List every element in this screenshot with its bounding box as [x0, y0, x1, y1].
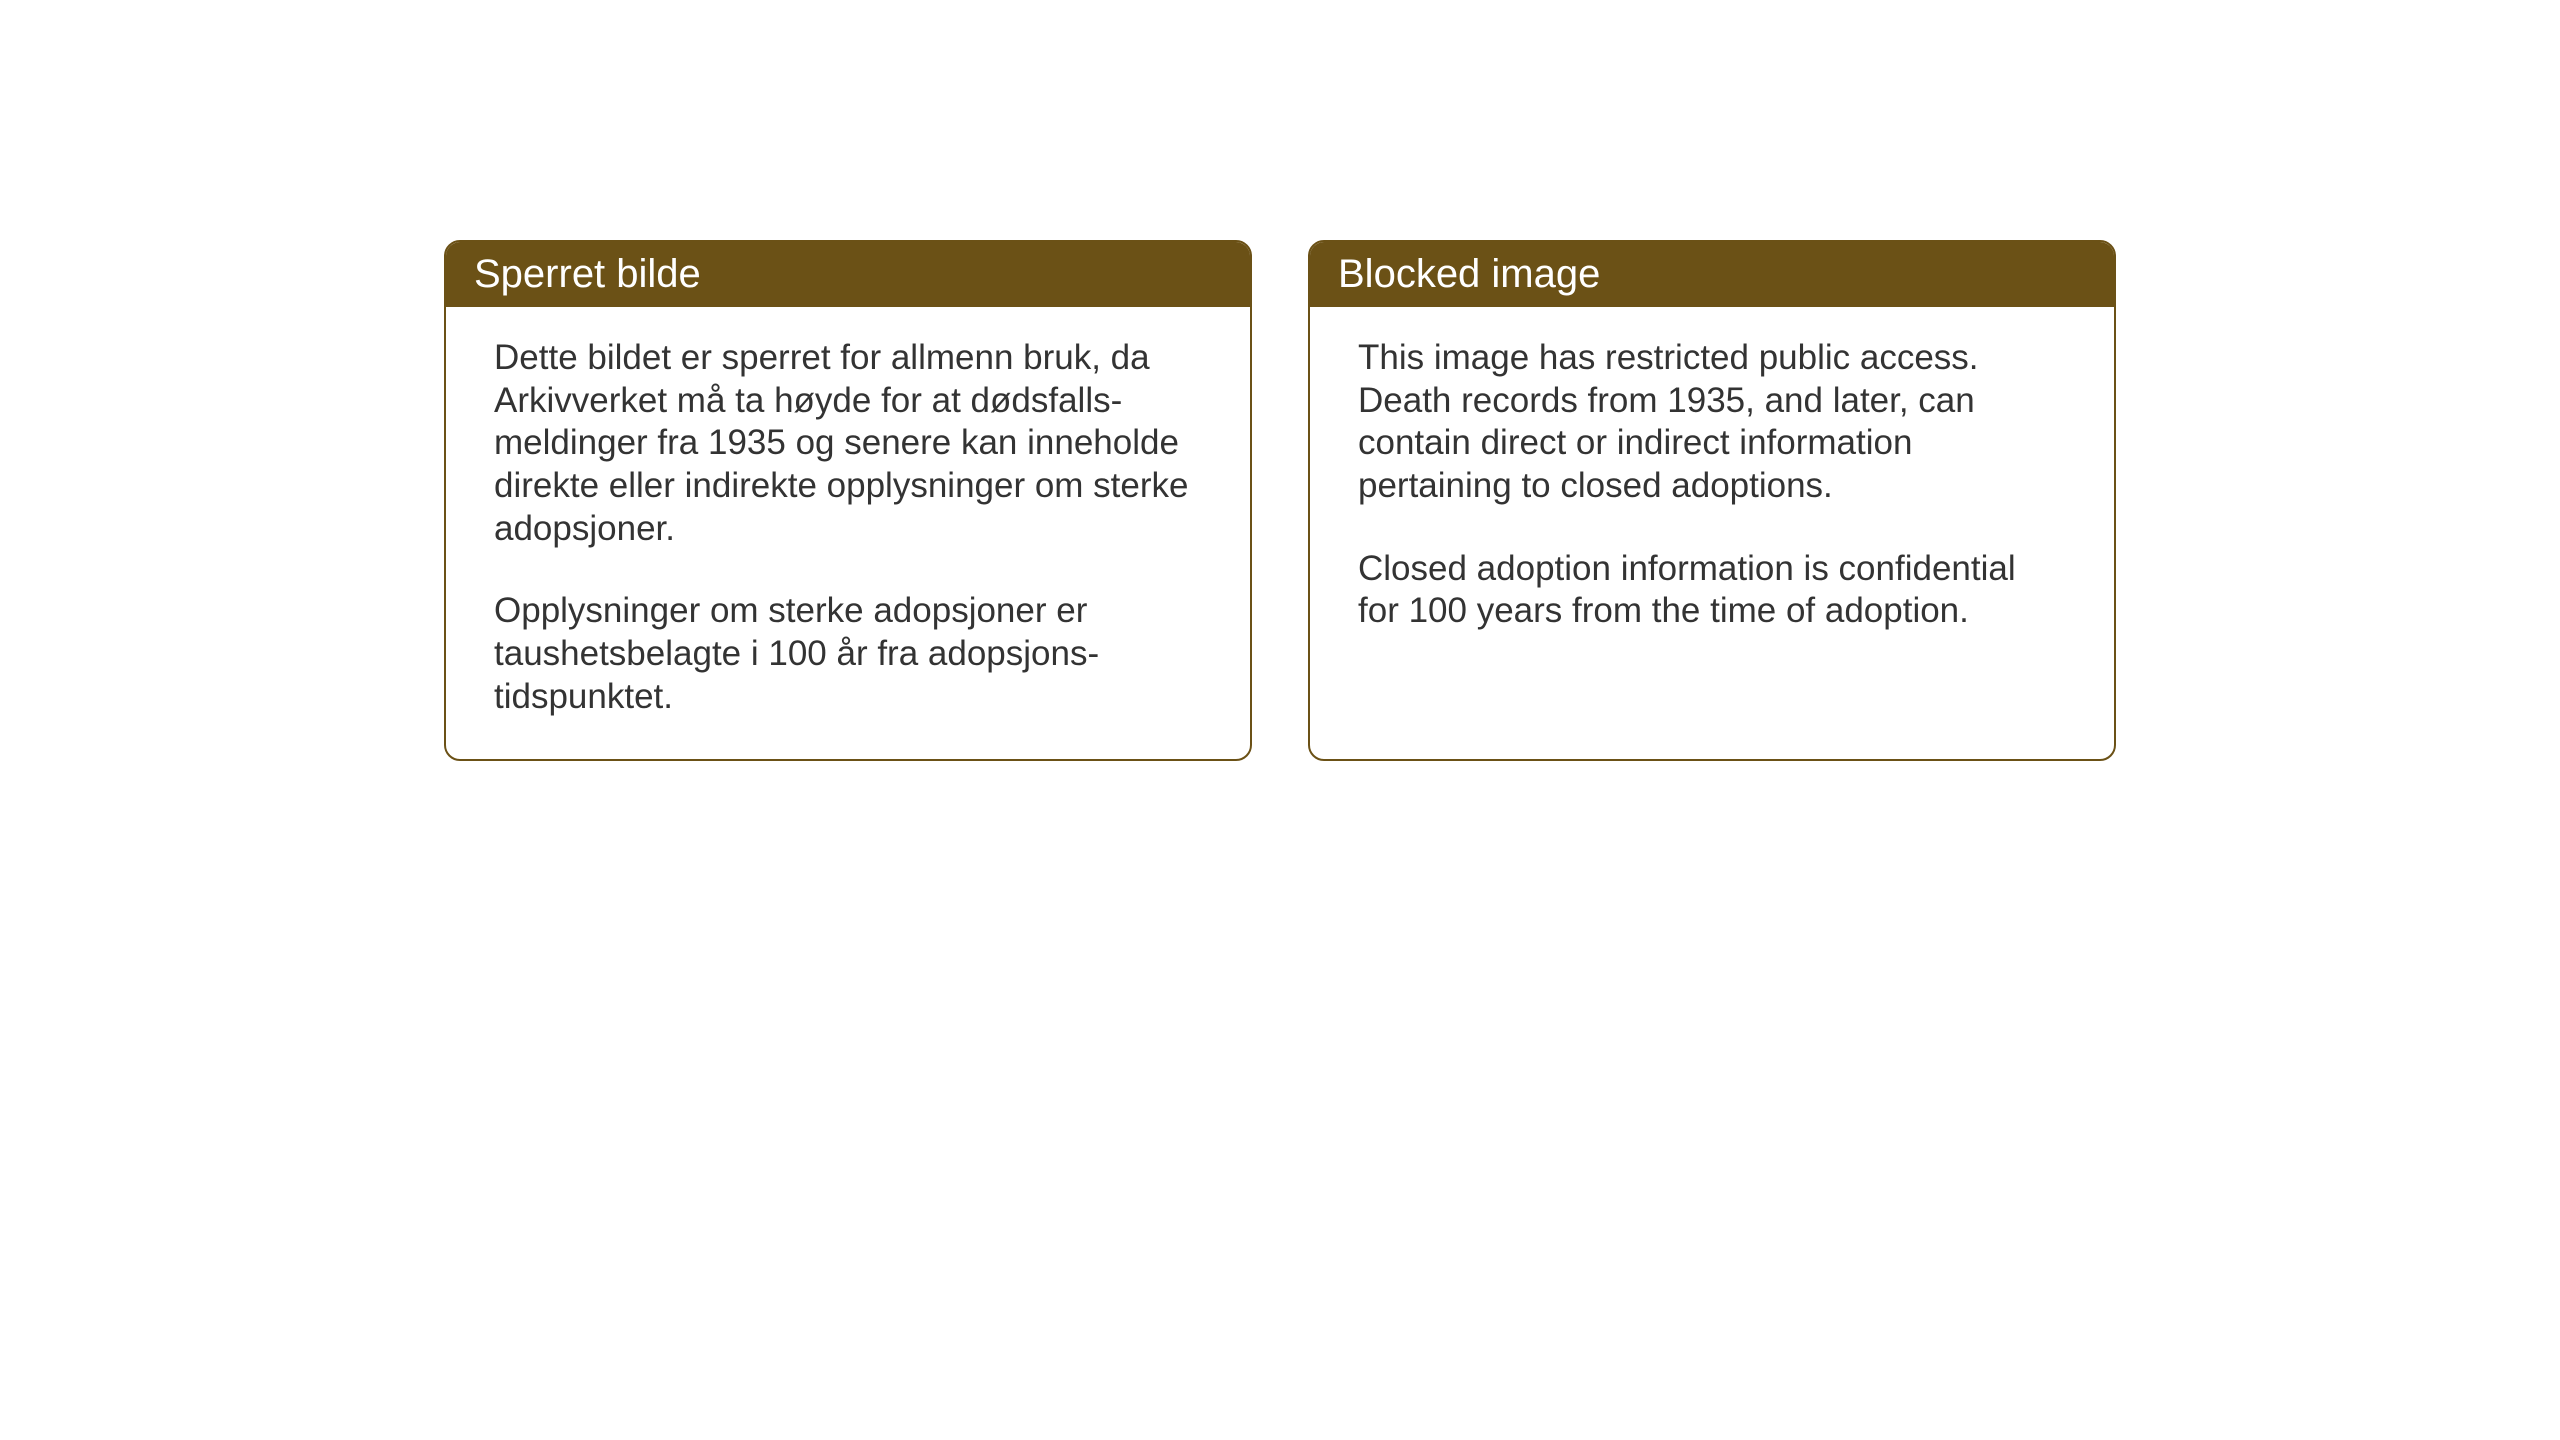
english-paragraph-2: Closed adoption information is confident… — [1358, 548, 2066, 633]
norwegian-card-title: Sperret bilde — [446, 242, 1250, 307]
english-card-body: This image has restricted public access.… — [1310, 307, 2114, 721]
norwegian-paragraph-1: Dette bildet er sperret for allmenn bruk… — [494, 337, 1202, 550]
norwegian-card-body: Dette bildet er sperret for allmenn bruk… — [446, 307, 1250, 759]
cards-container: Sperret bilde Dette bildet er sperret fo… — [444, 240, 2116, 761]
norwegian-card: Sperret bilde Dette bildet er sperret fo… — [444, 240, 1252, 761]
norwegian-paragraph-2: Opplysninger om sterke adopsjoner er tau… — [494, 590, 1202, 718]
english-paragraph-1: This image has restricted public access.… — [1358, 337, 2066, 508]
english-card: Blocked image This image has restricted … — [1308, 240, 2116, 761]
english-card-title: Blocked image — [1310, 242, 2114, 307]
